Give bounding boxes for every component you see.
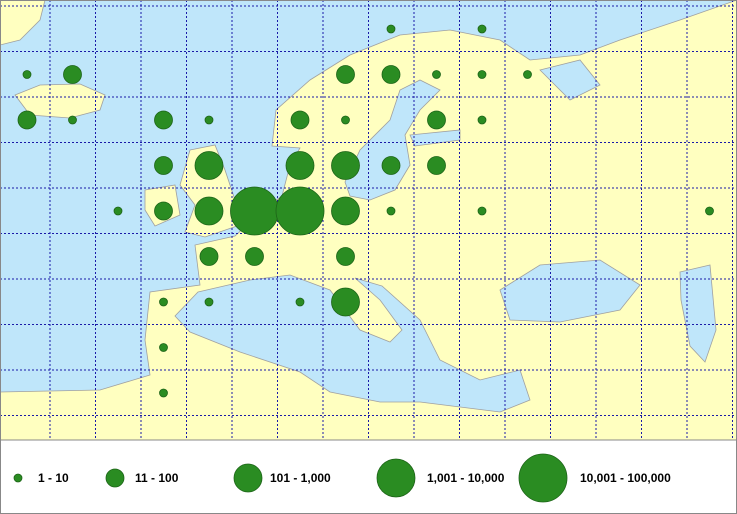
- bubble: [204, 115, 214, 125]
- bubble: [204, 297, 214, 307]
- legend-symbol: [518, 453, 568, 503]
- bubble: [194, 196, 224, 226]
- bubble: [336, 247, 355, 266]
- bubble: [245, 247, 264, 266]
- bubble: [154, 156, 173, 175]
- bubble: [159, 297, 168, 307]
- bubble: [68, 115, 77, 125]
- bubble: [17, 110, 37, 130]
- bubble: [285, 151, 315, 180]
- legend-label: 1,001 - 10,000: [427, 471, 505, 485]
- bubble: [386, 206, 396, 216]
- legend-label: 11 - 100: [135, 471, 179, 485]
- bubble: [230, 186, 279, 236]
- bubble: [63, 65, 82, 84]
- legend-symbol: [13, 473, 23, 483]
- bubble: [381, 65, 401, 84]
- bubble: [331, 151, 360, 180]
- bubble: [331, 287, 360, 317]
- bubble: [199, 247, 219, 266]
- bubble: [381, 156, 401, 175]
- bubble: [22, 70, 32, 79]
- bubble: [159, 388, 168, 398]
- bubble: [427, 110, 446, 130]
- bubble: [341, 115, 350, 125]
- bubble: [159, 343, 168, 352]
- bubble: [427, 156, 446, 175]
- bubble: [477, 206, 487, 216]
- grid: [0, 0, 737, 440]
- bubble: [432, 70, 441, 79]
- legend-symbol: [376, 458, 416, 498]
- legend-symbol: [233, 463, 263, 493]
- bubble: [154, 110, 173, 130]
- legend-label: 10,001 - 100,000: [580, 471, 671, 485]
- bubble: [290, 110, 310, 130]
- bubble: [113, 206, 123, 216]
- bubble: [194, 151, 224, 180]
- bubble: [705, 206, 714, 216]
- bubble: [477, 24, 487, 34]
- legend-label: 1 - 10: [38, 471, 69, 485]
- bubble: [275, 186, 325, 236]
- bubble: [154, 201, 173, 221]
- bubble: [477, 70, 487, 79]
- bubble: [336, 65, 355, 84]
- bubble: [331, 196, 360, 226]
- bubble: [477, 115, 487, 125]
- legend-label: 101 - 1,000: [270, 471, 331, 485]
- bubble: [295, 297, 305, 307]
- bubble: [386, 24, 396, 34]
- legend-symbol: [105, 468, 125, 488]
- bubble: [523, 70, 532, 79]
